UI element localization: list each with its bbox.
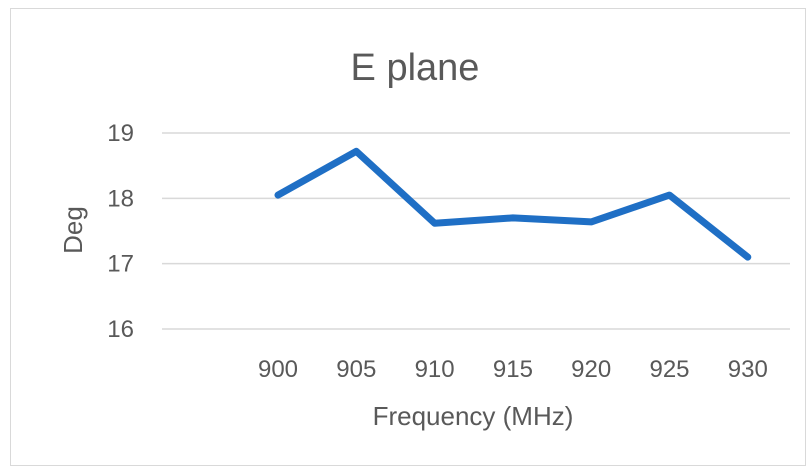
x-axis-title: Frequency (MHz) <box>373 401 574 431</box>
series-line <box>274 147 752 261</box>
x-tick-label: 915 <box>493 356 533 383</box>
y-tick-label: 19 <box>107 120 134 147</box>
x-tick-label: 905 <box>336 356 376 383</box>
x-tick-label: 900 <box>258 356 298 383</box>
y-tick-labels: 16 17 18 19 <box>107 120 134 343</box>
x-tick-label: 910 <box>415 356 455 383</box>
series-group <box>274 147 752 261</box>
chart-title: E plane <box>351 47 480 89</box>
x-tick-label: 925 <box>649 356 689 383</box>
gridlines <box>162 132 790 330</box>
y-axis-title: Deg <box>58 206 88 254</box>
x-tick-labels: 900 905 910 915 920 925 930 <box>258 356 768 383</box>
x-tick-label: 930 <box>728 356 768 383</box>
y-tick-label: 16 <box>107 316 134 343</box>
y-tick-label: 17 <box>107 251 134 278</box>
x-tick-label: 920 <box>571 356 611 383</box>
chart-frame <box>10 8 806 466</box>
y-tick-label: 18 <box>107 185 134 212</box>
